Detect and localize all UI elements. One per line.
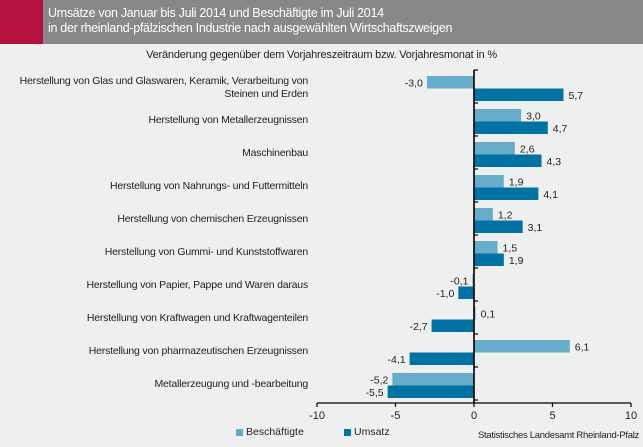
bar-beschaeftigte [474,340,570,353]
data-label: -0,1 [450,276,468,288]
bar-beschaeftigte [474,109,522,122]
data-label: -5,2 [370,375,388,387]
category-label: Herstellung von Metallerzeugnissen [0,114,308,127]
legend-label: Beschäftigte [246,426,304,438]
category-label-line: Herstellung von Kraftwagen und Kraftwage… [86,312,308,324]
bar-umsatz [458,286,474,299]
bar-beschaeftigte [474,175,504,188]
x-tick-label: -10 [309,410,325,422]
chart-title: Umsätze von Januar bis Juli 2014 und Bes… [48,6,452,36]
category-label: Maschinenbau [0,147,308,160]
category-label: Herstellung von Nahrungs- und Futtermitt… [0,180,308,193]
legend-item-beschaeftigte: Beschäftigte [236,426,304,438]
data-label: 2,6 [520,144,535,156]
bar-beschaeftigte [392,373,474,386]
data-label: 4,1 [543,189,558,201]
data-label: 6,1 [575,342,590,354]
chart-header [0,0,643,44]
bar-umsatz [474,253,504,266]
data-label: 1,5 [503,243,518,255]
bar-umsatz [431,319,474,332]
bar-umsatz [409,352,474,365]
legend-item-umsatz: Umsatz [344,426,390,438]
bar-beschaeftigte [474,142,515,155]
bar-umsatz [474,220,523,233]
data-label: -4,1 [388,354,406,366]
bar-umsatz [387,385,474,398]
data-label: -5,5 [366,387,384,399]
data-label: 5,7 [568,90,583,102]
category-label-line: Herstellung von Glas und Glaswaren, Kera… [19,74,309,87]
title-line-1: Umsätze von Januar bis Juli 2014 und Bes… [48,6,384,20]
data-label: 1,9 [509,255,524,267]
x-tick-label: 5 [549,410,555,422]
title-line-2: in der rheinland-pfälzischen Industrie n… [48,21,453,35]
category-label: Herstellung von chemischen Erzeugnissen [0,213,308,226]
x-tick-label: 10 [625,410,637,422]
x-tick-label: 0 [471,410,477,422]
category-label: Herstellung von Gummi- und Kunststoffwar… [0,246,308,259]
category-label-line: Herstellung von Papier, Pappe und Waren … [86,279,308,291]
category-label-line: Steinen und Erden [224,87,308,100]
data-label: -1,0 [436,288,454,300]
x-tick-label: -5 [391,410,401,422]
bar-umsatz [474,121,548,134]
data-label: 1,9 [509,177,524,189]
legend-label: Umsatz [354,426,390,438]
header-accent-bar [0,0,43,44]
category-label: Herstellung von pharmazeutischen Erzeugn… [0,345,308,358]
data-label: 0,1 [481,309,496,321]
data-label: 3,1 [528,222,543,234]
category-label-line: Herstellung von Gummi- und Kunststoffwar… [104,246,308,258]
bar-umsatz [474,88,564,101]
category-label: Metallerzeugung und -bearbeitung [0,378,308,391]
data-label: -2,7 [410,321,428,333]
source-note: Statistisches Landesamt Rheinland-Pfalz [478,430,639,441]
legend-swatch-umsatz [344,428,351,436]
category-label: Herstellung von Kraftwagen und Kraftwage… [0,312,308,325]
category-label: Herstellung von Glas und Glaswaren, Kera… [0,74,309,101]
bar-umsatz [474,154,542,167]
bar-beschaeftigte [474,208,493,221]
bar-beschaeftigte [474,241,498,254]
chart-subtitle: Veränderung gegenüber dem Vorjahreszeitr… [146,49,497,61]
legend-swatch-beschaeftigte [236,428,243,436]
category-label-line: Herstellung von Nahrungs- und Futtermitt… [109,180,308,192]
category-label-line: Herstellung von pharmazeutischen Erzeugn… [88,345,308,357]
data-label: 4,7 [553,123,568,135]
data-label: 4,3 [547,156,562,168]
category-label: Herstellung von Papier, Pappe und Waren … [0,279,308,292]
category-label-line: Metallerzeugung und -bearbeitung [154,378,308,390]
bar-beschaeftigte [426,76,474,89]
category-label-line: Maschinenbau [242,147,308,159]
category-label-line: Herstellung von Metallerzeugnissen [148,114,308,126]
bar-umsatz [474,187,539,200]
category-label-line: Herstellung von chemischen Erzeugnissen [117,213,308,225]
data-label: 1,2 [498,210,513,222]
data-label: -3,0 [405,78,423,90]
data-label: 3,0 [526,111,541,123]
